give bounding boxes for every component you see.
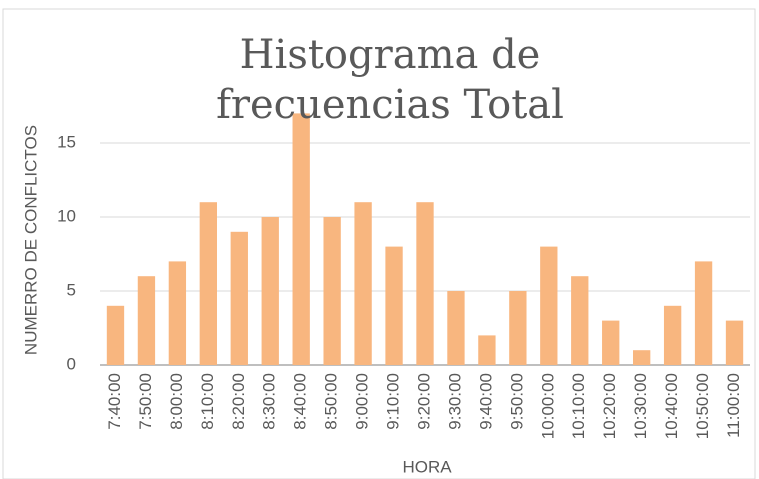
- bar: [416, 202, 434, 365]
- x-tick-label: 7:40:00: [105, 373, 124, 430]
- x-tick-label: 10:10:00: [569, 373, 588, 439]
- x-axis-label: HORA: [402, 457, 452, 476]
- x-tick-label: 9:30:00: [445, 373, 464, 430]
- bar: [385, 246, 403, 365]
- y-axis-label: NUMERRO DE CONFLICTOS: [21, 125, 40, 355]
- x-tick-label: 8:10:00: [198, 373, 217, 430]
- x-tick-label: 9:40:00: [476, 373, 495, 430]
- chart-title: Histograma de frecuencias Total: [216, 32, 564, 128]
- y-tick-label: 10: [57, 206, 76, 225]
- bar: [602, 320, 620, 365]
- x-tick-label: 11:00:00: [724, 373, 743, 438]
- bar: [694, 261, 713, 365]
- x-tick-label: 9:50:00: [507, 373, 526, 430]
- x-tick-label: 8:40:00: [291, 373, 310, 430]
- bar: [199, 202, 217, 365]
- bar: [354, 202, 372, 365]
- bar: [509, 291, 527, 365]
- x-tick-label: 9:10:00: [384, 373, 403, 430]
- x-tick-label: 7:50:00: [136, 373, 155, 430]
- x-tick-label: 10:20:00: [600, 373, 619, 439]
- bar: [230, 231, 248, 365]
- x-tick-label: 8:50:00: [322, 373, 341, 430]
- bar: [633, 350, 651, 365]
- bar: [261, 217, 279, 365]
- x-tick-label: 10:40:00: [662, 373, 681, 439]
- bar: [137, 276, 156, 365]
- bar: [571, 276, 589, 365]
- x-tick-label: 10:00:00: [538, 373, 557, 439]
- x-tick-label: 9:00:00: [353, 373, 372, 430]
- y-tick-label: 0: [67, 354, 76, 373]
- bar: [106, 305, 125, 365]
- x-tick-label: 8:30:00: [260, 373, 279, 430]
- bar: [168, 261, 187, 365]
- x-tick-label: 10:50:00: [693, 373, 712, 439]
- chart-border: [2, 8, 756, 479]
- x-tick-label: 9:20:00: [414, 373, 433, 430]
- bar: [292, 113, 310, 366]
- bar: [663, 305, 682, 365]
- x-tick-label: 8:20:00: [229, 373, 248, 430]
- bar: [323, 217, 341, 365]
- bar: [725, 320, 744, 365]
- bar: [447, 291, 465, 365]
- bar: [540, 246, 558, 365]
- x-tick-label: 10:30:00: [631, 373, 650, 439]
- y-tick-label: 15: [57, 132, 76, 151]
- bar: [478, 335, 496, 365]
- x-tick-label: 8:00:00: [167, 373, 186, 430]
- y-tick-label: 5: [67, 280, 76, 299]
